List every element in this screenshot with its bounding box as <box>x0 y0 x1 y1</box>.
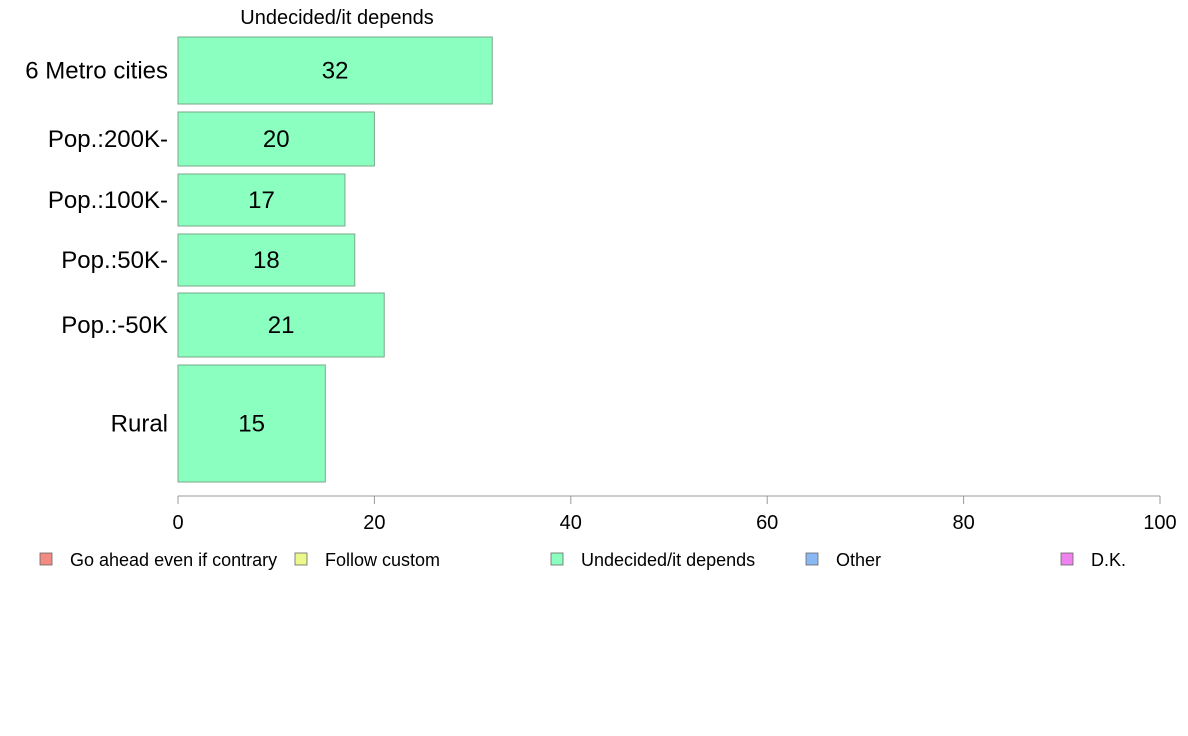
bar <box>177 36 493 105</box>
x-tick-label: 80 <box>952 512 974 534</box>
legend-swatch <box>1060 552 1074 566</box>
bar <box>177 111 375 167</box>
x-tick-label: 40 <box>560 512 582 534</box>
legend-swatch <box>550 552 564 566</box>
bar-value-label: 18 <box>253 247 280 274</box>
legend-swatch <box>805 552 819 566</box>
category-label: Pop.:200K- <box>48 126 168 153</box>
bar-value-label: 17 <box>248 187 275 214</box>
bar-value-label: 20 <box>263 126 290 153</box>
chart-title: Undecided/it depends <box>240 7 433 29</box>
legend-swatch <box>39 552 53 566</box>
legend-label: Follow custom <box>325 550 440 570</box>
bar <box>177 292 385 358</box>
bar <box>177 364 326 483</box>
category-label: Pop.:50K- <box>61 247 168 274</box>
legend: Go ahead even if contrary Follow custom Un… <box>39 550 1126 570</box>
legend-label: Go ahead even if contrary <box>70 550 277 570</box>
bar <box>177 233 356 287</box>
x-tick-label: 100 <box>1143 512 1176 534</box>
bar <box>177 173 346 227</box>
bar-value-label: 32 <box>322 58 349 85</box>
category-label: Rural <box>111 411 168 438</box>
bar-value-label: 15 <box>238 411 265 438</box>
legend-label: Undecided/it depends <box>581 550 755 570</box>
category-label: 6 Metro cities <box>25 58 168 85</box>
legend-swatch <box>294 552 308 566</box>
category-label: Pop.:-50K <box>61 312 168 339</box>
x-tick-label: 0 <box>172 512 183 534</box>
x-tick-label: 20 <box>363 512 385 534</box>
category-label: Pop.:100K- <box>48 187 168 214</box>
bars-group: 32 6 Metro cities 20 Pop.:200K- 17 Pop.:100K-… <box>25 36 493 483</box>
bar-value-label: 21 <box>268 312 295 339</box>
x-axis: 0 20 40 60 80 100 <box>172 495 1177 534</box>
legend-label: D.K. <box>1091 550 1126 570</box>
legend-label: Other <box>836 550 881 570</box>
x-tick-label: 60 <box>756 512 778 534</box>
